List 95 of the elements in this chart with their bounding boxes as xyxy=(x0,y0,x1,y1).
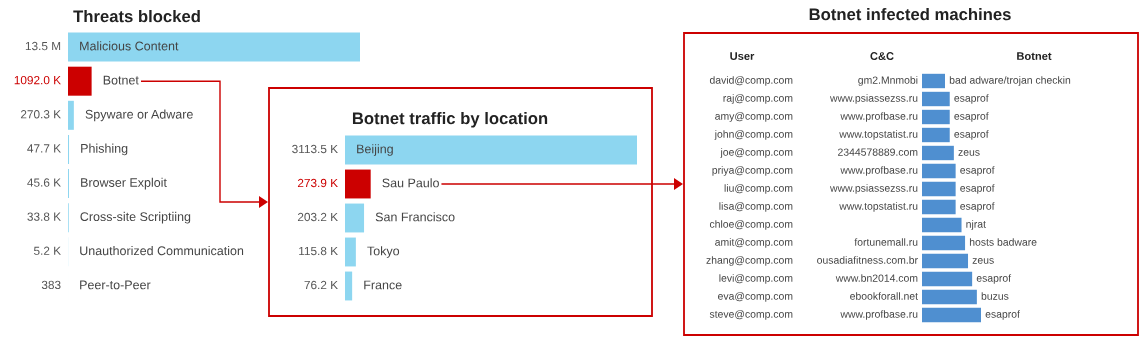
bar xyxy=(922,217,962,233)
y-tick-label: France xyxy=(364,280,402,290)
y-tick-label: Malicious Content xyxy=(80,41,179,51)
bar xyxy=(345,169,371,199)
data-label: 33.8 K xyxy=(27,212,61,221)
bar xyxy=(68,100,74,130)
y2-tick-label: www.profbase.ru xyxy=(840,112,918,122)
y2-tick-label: 2344578889.com xyxy=(838,148,918,156)
y2-tick-label: gm2.Mnmobi xyxy=(858,76,918,86)
y2-tick-label: www.bn2014.com xyxy=(835,274,918,282)
bar xyxy=(922,109,950,125)
annotation: esaprof xyxy=(960,184,995,194)
y-tick-label: david@comp.com xyxy=(709,76,793,86)
annotation: esaprof xyxy=(960,166,995,176)
annotation: hosts badware xyxy=(969,238,1037,246)
bar xyxy=(922,271,973,287)
y2-tick-label: ousadiafitness.com.br xyxy=(817,256,918,264)
y-tick-label: Unauthorized Communication xyxy=(80,245,244,256)
y2-tick-label: www.psiassezss.ru xyxy=(830,184,918,194)
y-tick-label: Browser Exploit xyxy=(81,177,167,190)
y2-tick-label: ebookforall.net xyxy=(850,292,918,300)
bar xyxy=(922,163,956,179)
annotation: esaprof xyxy=(960,202,995,212)
bar xyxy=(922,289,977,305)
bar xyxy=(922,235,966,251)
y-tick-label: raj@comp.com xyxy=(723,94,793,104)
bar xyxy=(345,203,365,233)
bar xyxy=(345,135,637,165)
y2-tick-label: www.profbase.ru xyxy=(840,310,918,320)
data-label: 3113.5 K xyxy=(292,144,338,154)
annotation: buzus xyxy=(981,292,1009,300)
y2-tick-label: www.topstatist.ru xyxy=(839,130,918,140)
data-label: 47.7 K xyxy=(27,144,61,153)
y-tick-label: liu@comp.com xyxy=(724,184,793,194)
annotation: esaprof xyxy=(954,112,989,122)
y2-tick-label: www.topstatist.ru xyxy=(839,202,918,212)
y-tick-label: john@comp.com xyxy=(714,130,793,140)
y-tick-label: zhang@comp.com xyxy=(706,256,793,266)
annotation: zeus xyxy=(972,258,994,264)
y-tick-label: Phishing xyxy=(81,143,128,156)
y-tick-label: Peer-to-Peer xyxy=(80,280,151,290)
chart-title: Botnet traffic by location xyxy=(352,112,548,128)
y-tick-label: chloe@comp.com xyxy=(709,220,793,230)
bar xyxy=(345,237,356,267)
annotation: zeus xyxy=(958,150,980,156)
data-label: 383 xyxy=(41,280,61,290)
y-tick-label: Tokyo xyxy=(367,246,400,258)
annotation: esaprof xyxy=(985,310,1020,320)
y-tick-label: Cross-site Scriptiing xyxy=(80,211,191,224)
bar xyxy=(68,66,92,96)
annotation: esaprof xyxy=(954,130,989,140)
data-label: 5.2 K xyxy=(33,246,61,255)
data-label: 13.5 M xyxy=(25,41,61,51)
bar xyxy=(68,32,360,62)
bar xyxy=(922,73,946,89)
data-label: 1092.0 K xyxy=(14,76,61,85)
data-label: 76.2 K xyxy=(304,280,338,290)
y-tick-label: levi@comp.com xyxy=(719,274,793,284)
y-tick-label: Botnet xyxy=(103,75,139,85)
y-tick-label: priya@comp.com xyxy=(712,166,793,176)
data-label: 45.6 K xyxy=(27,178,61,187)
data-label: 203.2 K xyxy=(297,212,338,222)
bar xyxy=(922,91,950,107)
annotation: esaprof xyxy=(954,94,989,104)
bar xyxy=(922,199,956,215)
y-tick-label: San Francisco xyxy=(375,212,455,222)
y-tick-label: Spyware or Adware xyxy=(85,109,193,122)
text: C&C xyxy=(870,52,894,60)
bar xyxy=(922,145,954,161)
y2-tick-label: www.profbase.ru xyxy=(840,166,918,176)
annotation: njrat xyxy=(966,220,986,230)
y-tick-label: lisa@comp.com xyxy=(719,202,793,212)
y-tick-label: amit@comp.com xyxy=(715,238,793,248)
y-tick-label: Sau Paulo xyxy=(382,178,439,188)
annotation: bad adware/trojan checkin xyxy=(949,76,1071,86)
bar xyxy=(922,307,981,323)
y2-tick-label: fortunemall.ru xyxy=(854,238,918,246)
chart-title: Threats blocked xyxy=(73,10,200,23)
y-tick-label: steve@comp.com xyxy=(709,310,793,320)
data-label: 115.8 K xyxy=(299,246,338,256)
bar xyxy=(922,253,969,269)
y-tick-label: eva@comp.com xyxy=(718,292,793,302)
bar xyxy=(345,271,353,301)
y-tick-label: joe@comp.com xyxy=(720,148,793,158)
y2-tick-label: www.psiassezss.ru xyxy=(830,94,918,104)
y-tick-label: Beijing xyxy=(357,144,393,156)
bar xyxy=(922,127,950,143)
data-label: 273.9 K xyxy=(297,178,338,188)
chart-title: Botnet infected machines xyxy=(809,8,1011,21)
bar xyxy=(922,181,956,197)
text: User xyxy=(730,52,755,60)
data-label: 270.3 K xyxy=(20,110,61,119)
y-tick-label: amy@comp.com xyxy=(715,112,793,122)
annotation: esaprof xyxy=(976,274,1012,284)
text: Botnet xyxy=(1017,52,1052,60)
